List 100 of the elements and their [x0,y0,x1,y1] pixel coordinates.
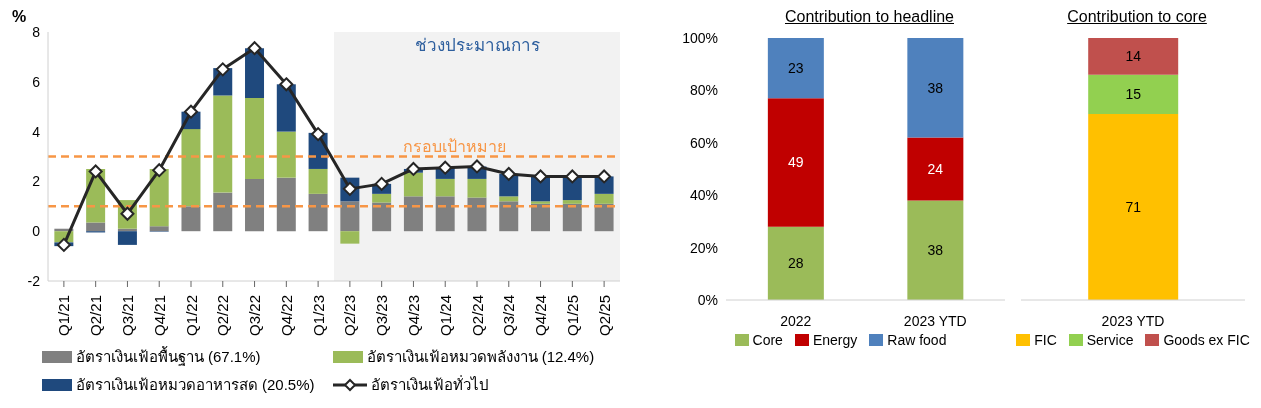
bar [499,196,519,202]
legend-label: อัตราเงินเฟ้อหมวดอาหารสด (20.5%) [75,375,315,395]
bar [308,168,328,194]
x-tick-label: Q4/24 [532,295,550,336]
y-tick-label: 6 [32,73,41,90]
y-tick-label: 20% [689,239,718,256]
point [406,161,421,176]
data-label: 24 [927,160,944,177]
bar [372,193,392,203]
point [533,169,548,184]
bar [276,131,296,178]
bar [499,201,519,232]
point [597,169,612,184]
bar [562,200,582,204]
legend-label: อัตราเงินเฟ้อพื้นฐาน (67.1%) [75,345,261,368]
bar [767,38,824,99]
legend-label: Service [1086,332,1134,348]
point [88,164,103,179]
bar [181,129,201,207]
y-tick-label: -2 [27,272,41,289]
y-tick-label: 0 [32,223,41,240]
x-tick-label: 2023 YTD [903,313,967,329]
bar [245,97,265,179]
point [56,237,71,252]
bar [340,201,360,232]
point [470,159,484,174]
x-tick-label: 2022 [780,313,812,329]
point [247,41,262,56]
x-tick-label: Q3/22 [246,295,264,336]
chart-title: Contribution to headline [784,8,955,27]
x-tick-label: Q1/23 [309,295,327,336]
y-tick-label: 2 [32,173,41,190]
bar [117,231,137,245]
legend-label: Goods ex FIC [1163,332,1250,348]
x-tick-label: Q1/21 [55,295,73,336]
bar [467,197,487,232]
bar [767,226,824,300]
bar [467,178,487,198]
x-tick-label: Q4/21 [150,295,168,336]
legend-label: อัตราเงินเฟ้อทั่วไป [370,374,489,395]
point [311,127,326,142]
bar [181,206,201,232]
y-tick-label: 60% [689,134,718,151]
x-tick-label: Q1/25 [563,295,581,336]
y-tick-label: 0% [697,291,718,308]
x-tick-label: Q2/23 [341,295,359,336]
point [184,104,198,119]
legend-label: FIC [1034,332,1057,348]
data-label: 28 [788,255,804,272]
bar [308,193,328,232]
bar [340,231,360,244]
bar [907,137,964,201]
x-tick-label: Q4/23 [404,295,422,336]
x-tick-label: 2023 YTD [1101,313,1165,329]
x-tick-label: Q3/24 [500,295,518,336]
bar [767,98,824,227]
bar [403,196,423,232]
point [374,176,389,191]
legend-label: Energy [812,332,858,348]
data-label: 71 [1125,198,1142,215]
x-tick-label: Q2/24 [468,295,486,336]
point [565,169,580,184]
bar [245,178,265,232]
bar [86,222,106,232]
bar [907,38,964,138]
bar [403,172,423,197]
bar [213,95,233,193]
chart-title: Contribution to core [1066,8,1208,27]
x-tick-label: Q2/22 [214,295,232,336]
bar [213,192,233,232]
x-tick-label: Q3/23 [373,295,391,336]
bar [435,196,455,232]
x-tick-label: Q4/22 [277,295,295,336]
ref-line-label: กรอบเป้าหมาย [402,137,506,155]
data-label: 49 [788,154,804,171]
bar [276,177,296,232]
bar [907,200,964,300]
data-label: 38 [927,79,944,96]
bar [149,226,169,232]
legend-label: อัตราเงินเฟ้อหมวดพลังงาน (12.4%) [366,347,595,367]
x-tick-label: Q3/21 [118,295,136,336]
data-label: 15 [1125,86,1142,103]
x-tick-label: Q2/25 [595,295,613,336]
data-label: 14 [1125,48,1142,65]
point [215,62,230,77]
point [438,160,453,175]
x-tick-label: Q1/22 [182,295,200,336]
bar [562,203,582,232]
x-tick-label: Q2/21 [87,295,105,336]
y-tick-label: 100% [682,29,718,46]
y-tick-label: 40% [689,187,718,204]
bar [531,201,551,204]
bar [435,178,455,197]
data-label: 23 [788,60,804,77]
y-tick-label: 80% [689,82,718,99]
point [152,163,167,178]
legend-label: Raw food [887,332,947,348]
band-label: ช่วงประมาณการ [414,36,540,56]
bar [594,203,614,232]
y-axis-title: % [12,8,27,26]
